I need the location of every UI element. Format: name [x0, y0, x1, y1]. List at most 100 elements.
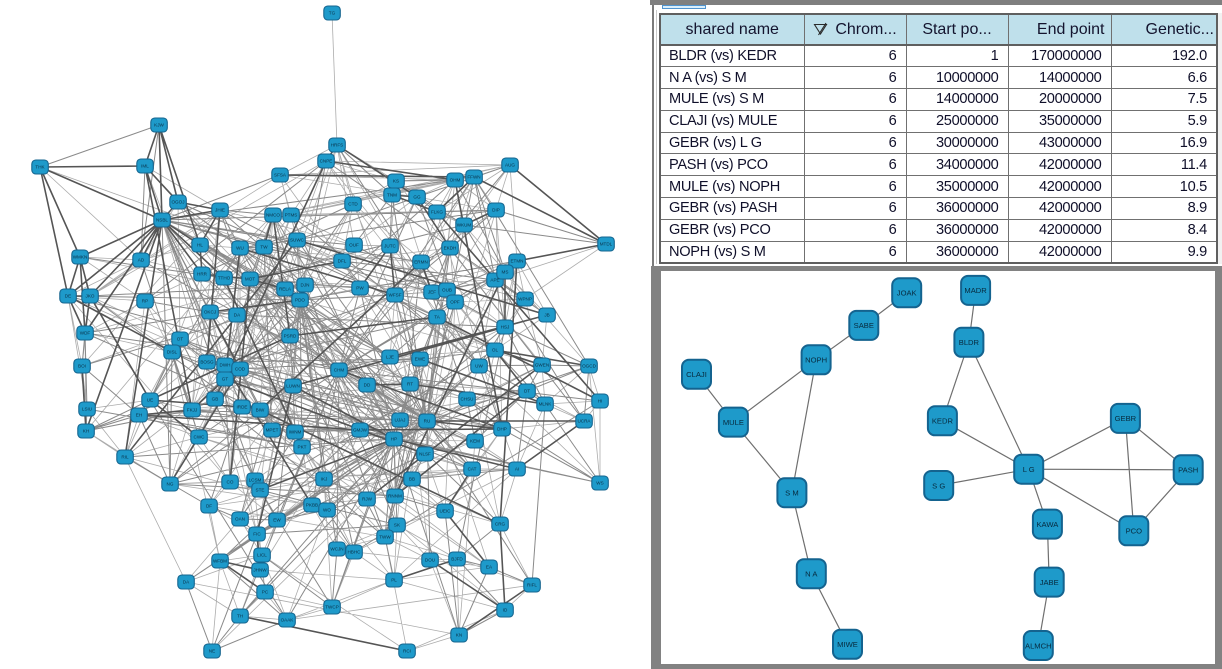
svg-text:RIL: RIL [121, 455, 129, 460]
svg-text:DIP: DIP [492, 208, 500, 213]
svg-text:LCSM: LCSM [249, 478, 262, 483]
svg-text:NLSF: NLSF [419, 452, 431, 457]
svg-text:AD: AD [138, 258, 145, 263]
svg-text:CHSU: CHSU [460, 397, 473, 402]
svg-text:RU: RU [424, 419, 431, 424]
svg-text:LUWN: LUWN [286, 384, 300, 389]
svg-text:PDO: PDO [295, 298, 305, 303]
svg-text:WO: WO [323, 508, 331, 513]
svg-text:BJFD: BJFD [451, 557, 463, 562]
svg-text:FKJJ: FKJJ [187, 408, 197, 413]
svg-text:NSBL: NSBL [156, 218, 168, 223]
svg-text:WCJN: WCJN [330, 547, 343, 552]
svg-text:ID: ID [503, 608, 508, 613]
svg-text:LICL: LICL [257, 553, 267, 558]
svg-text:RCI: RCI [403, 649, 411, 654]
svg-text:JUTC: JUTC [384, 244, 396, 249]
svg-text:GG: GG [413, 195, 421, 200]
svg-text:NMCO: NMCO [266, 213, 280, 218]
svg-text:KS: KS [393, 179, 399, 184]
svg-text:LSIU: LSIU [82, 407, 92, 412]
svg-text:NOPH: NOPH [805, 356, 827, 365]
svg-text:IWNM: IWNM [289, 430, 302, 435]
svg-text:EA: EA [486, 565, 493, 570]
svg-text:EKDH: EKDH [444, 246, 457, 251]
svg-text:AI: AI [515, 467, 519, 472]
svg-text:KN: KN [456, 633, 462, 638]
svg-text:WMKN: WMKN [73, 255, 88, 260]
svg-text:DA: DA [183, 580, 190, 585]
svg-text:JABE: JABE [1040, 578, 1059, 587]
svg-text:RIFL: RIFL [527, 583, 537, 588]
svg-text:JEF: JEF [428, 290, 436, 295]
svg-text:DF: DF [206, 504, 212, 509]
svg-text:WFBM: WFBM [213, 559, 227, 564]
svg-text:CRG: CRG [495, 522, 506, 527]
svg-text:MS: MS [502, 270, 509, 275]
svg-text:WPNP: WPNP [518, 297, 532, 302]
svg-text:S M: S M [785, 489, 799, 498]
svg-text:PTMS: PTMS [285, 213, 298, 218]
svg-text:IML: IML [141, 164, 149, 169]
svg-text:MULE: MULE [723, 418, 744, 427]
svg-text:DFL: DFL [338, 259, 347, 264]
svg-text:S G: S G [932, 481, 945, 490]
svg-text:JB: JB [544, 313, 549, 318]
svg-text:PW: PW [356, 286, 364, 291]
svg-text:OUB: OUB [442, 288, 452, 293]
svg-text:COD: COD [235, 367, 246, 372]
svg-text:CHM: CHM [334, 368, 345, 373]
svg-text:RELA: RELA [279, 287, 292, 292]
svg-text:KAWA: KAWA [1036, 520, 1059, 529]
svg-text:L G: L G [1023, 465, 1035, 474]
svg-text:JOAK: JOAK [897, 289, 917, 298]
svg-text:DT: DT [524, 389, 530, 394]
svg-text:TWW: TWW [379, 535, 391, 540]
svg-text:OKCJ: OKCJ [204, 310, 216, 315]
svg-text:STE: STE [256, 488, 265, 493]
svg-text:MOT: MOT [245, 277, 255, 282]
svg-text:KJW: KJW [154, 123, 164, 128]
svg-text:N A: N A [805, 570, 818, 579]
svg-text:OUF: OUF [349, 243, 359, 248]
svg-text:DWH: DWH [220, 363, 231, 368]
svg-text:UW: UW [475, 364, 483, 369]
svg-text:BLDR: BLDR [959, 338, 980, 347]
svg-text:DISL: DISL [167, 350, 178, 355]
svg-text:SK: SK [394, 523, 401, 528]
svg-text:HSJ: HSJ [501, 325, 510, 330]
svg-text:BOI: BOI [78, 364, 86, 369]
svg-text:HL: HL [197, 243, 203, 248]
svg-text:HI: HI [598, 399, 603, 404]
svg-text:RNNM: RNNM [388, 494, 402, 499]
svg-text:BOSG: BOSG [200, 360, 214, 365]
svg-text:TTHO: TTHO [218, 276, 231, 281]
svg-text:CWC: CWC [194, 435, 206, 440]
svg-text:THK: THK [35, 165, 45, 170]
svg-text:OAAK: OAAK [281, 618, 295, 623]
svg-text:PASH: PASH [1178, 466, 1198, 475]
svg-text:PC: PC [262, 590, 269, 595]
svg-text:KEDR: KEDR [932, 417, 954, 426]
svg-text:WFSF: WFSF [388, 293, 401, 298]
svg-text:RT: RT [407, 382, 413, 387]
svg-text:JHNW: JHNW [253, 568, 267, 573]
svg-text:FFWN: FFWN [467, 175, 480, 180]
svg-text:ALMCH: ALMCH [1025, 641, 1052, 650]
svg-text:UCRA: UCRA [577, 419, 591, 424]
svg-text:OT: OT [177, 337, 184, 342]
svg-text:RP: RP [142, 299, 148, 304]
svg-text:CO: CO [227, 480, 234, 485]
svg-text:EH: EH [136, 413, 142, 418]
svg-text:TH: TH [237, 614, 243, 619]
svg-text:CTD: CTD [348, 202, 358, 207]
svg-text:IKJ: IKJ [321, 477, 328, 482]
svg-text:HBHC: HBHC [347, 550, 361, 555]
svg-text:JKO: JKO [86, 294, 95, 299]
svg-text:EWE: EWE [415, 357, 425, 362]
svg-text:OGCD: OGCD [582, 364, 596, 369]
svg-text:JHIE: JHIE [215, 208, 225, 213]
svg-text:TA: TA [434, 315, 440, 320]
svg-text:PKBB: PKBB [306, 503, 318, 508]
svg-text:WDF: WDF [80, 331, 91, 336]
